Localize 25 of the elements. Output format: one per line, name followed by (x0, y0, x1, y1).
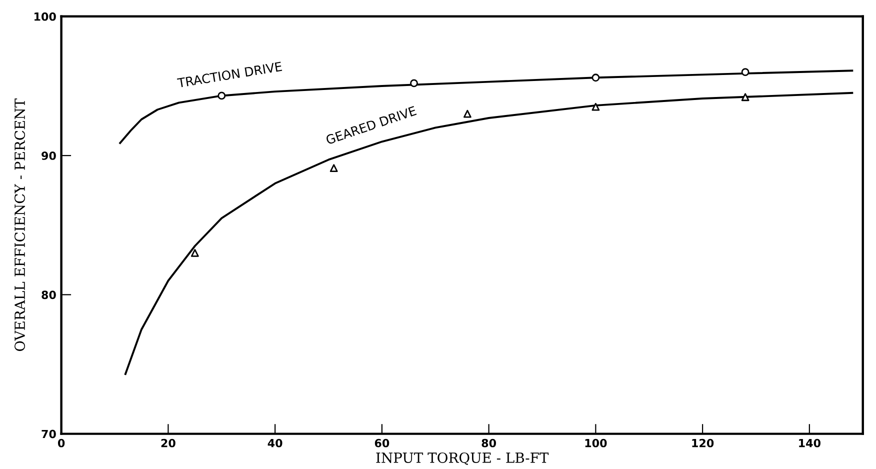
x-tick-label: 80 (482, 438, 496, 448)
point (218, 92, 226, 100)
line-series (124, 92, 854, 375)
point (592, 74, 600, 82)
y-tick-label: 90 (42, 152, 56, 160)
x-axis-title: INPUT TORQUE - LB-FT (376, 452, 549, 465)
point (410, 79, 418, 88)
x-tick-label: 120 (692, 438, 714, 448)
y-tick-label: 70 (42, 430, 56, 438)
text: TRACTION DRIVE (176, 62, 282, 88)
x-tick-label: 60 (374, 438, 390, 448)
x-tick-label: 20 (161, 438, 176, 448)
point (741, 93, 750, 102)
y-axis-title: OVERALL EFFICIENCY - PERCENT (14, 98, 26, 352)
point (190, 248, 199, 257)
x-tick-label: 100 (585, 438, 607, 448)
y-tick-label: 100 (34, 12, 56, 21)
point (330, 164, 338, 172)
x-tick-label: 40 (268, 438, 282, 448)
point (463, 110, 472, 118)
y-tick-label: 80 (42, 290, 56, 300)
point (741, 68, 750, 76)
point (592, 102, 600, 111)
x-tick-label: 140 (799, 438, 820, 448)
x-tick-label: 0 (58, 438, 65, 448)
